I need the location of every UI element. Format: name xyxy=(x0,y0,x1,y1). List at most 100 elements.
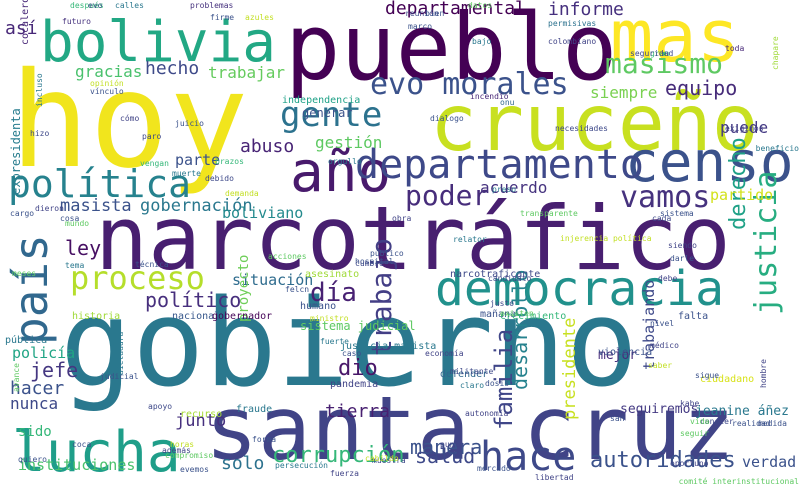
word-140: cumbre xyxy=(355,259,384,268)
word-187: fuerza xyxy=(330,469,359,478)
word-154: economía xyxy=(425,349,464,358)
word-171: conocer xyxy=(700,417,734,426)
word-36: gracias xyxy=(75,62,143,81)
word-179: horas xyxy=(170,440,195,449)
word-34: equipo xyxy=(665,76,738,100)
word-145: debe xyxy=(658,274,678,283)
word-3: narcotráfico xyxy=(95,187,731,290)
word-46: gobernación xyxy=(140,196,253,216)
word-117: paro xyxy=(142,132,162,141)
word-184: cabildo xyxy=(365,454,399,463)
word-115: beneficio xyxy=(755,144,799,153)
word-188: mercado xyxy=(477,464,511,473)
word-50: situación xyxy=(232,271,314,289)
word-29: desarrollo xyxy=(508,269,532,390)
word-149: meses xyxy=(12,269,37,278)
word-192: además xyxy=(162,446,191,455)
word-104: bajo xyxy=(472,37,492,46)
word-102: marco xyxy=(408,22,433,31)
word-38: siempre xyxy=(590,83,658,102)
word-19: hace xyxy=(480,434,577,480)
word-185: evemos xyxy=(180,465,209,474)
word-57: junto xyxy=(175,411,227,431)
word-113: exigimos xyxy=(725,124,764,133)
word-30: corrupción xyxy=(272,443,405,468)
word-105: gran xyxy=(650,49,670,58)
word-120: incluso xyxy=(35,73,44,107)
word-91: cocalero xyxy=(20,0,31,45)
word-31: departamental xyxy=(385,0,526,19)
word-10: democracia xyxy=(435,261,724,317)
word-119: vínculo xyxy=(90,87,124,96)
word-55: policía xyxy=(12,344,76,362)
word-4: pueblo xyxy=(285,0,618,101)
word-8: bolivia xyxy=(40,10,277,75)
word-69: generar xyxy=(302,106,353,120)
word-167: dosis xyxy=(485,379,510,388)
word-61: verdad xyxy=(742,453,797,471)
word-161: hombre xyxy=(759,359,768,388)
word-43: acuerdo xyxy=(480,178,548,197)
word-76: nacional xyxy=(172,311,221,322)
word-191: quiero xyxy=(18,455,47,464)
word-59: salud xyxy=(415,444,476,468)
word-193: firme xyxy=(210,13,235,22)
word-152: fuerte xyxy=(320,337,349,346)
word-70: independencia xyxy=(282,95,361,106)
word-135: sistema xyxy=(660,209,694,218)
word-125: cosa xyxy=(60,214,80,223)
word-178: coca xyxy=(72,440,92,449)
word-174: vida xyxy=(690,417,710,426)
word-51: jefe xyxy=(30,358,79,382)
word-176: oportuno xyxy=(670,459,709,468)
word-166: claro xyxy=(460,381,485,390)
word-139: hospital xyxy=(355,257,394,266)
word-156: existen xyxy=(500,309,534,318)
word-86: defender xyxy=(440,369,489,380)
word-18: proceso xyxy=(70,259,205,297)
word-168: autonomía xyxy=(465,409,509,418)
word-12: año xyxy=(290,140,392,205)
word-129: debido xyxy=(205,174,234,183)
word-22: vamos xyxy=(620,180,711,215)
word-130: orgullo xyxy=(328,157,362,166)
word-99: bien xyxy=(425,9,445,18)
word-53: hacer xyxy=(10,378,65,399)
word-25: día xyxy=(310,278,357,308)
word-183: muestra xyxy=(372,456,406,465)
word-108: opinión xyxy=(90,79,124,88)
word-112: necesidades xyxy=(555,124,608,133)
word-78: gobernador xyxy=(212,311,273,322)
word-63: instituciones xyxy=(18,456,136,474)
word-155: justo xyxy=(490,299,515,308)
word-118: cómo xyxy=(120,114,140,123)
word-128: brazos xyxy=(215,157,244,166)
word-7: mas xyxy=(610,0,741,78)
word-95: calles xyxy=(115,1,144,10)
word-72: sistema judicial xyxy=(300,319,416,333)
word-150: felcn xyxy=(285,285,310,294)
word-141: acciones xyxy=(268,252,307,261)
word-37: trabajar xyxy=(208,63,286,82)
word-94: evo xyxy=(88,1,103,10)
word-81: mañana xyxy=(480,309,517,320)
word-134: transparente xyxy=(520,209,578,218)
word-97: azules xyxy=(245,13,274,22)
word-79: pública xyxy=(5,335,48,346)
word-5: crucеño xyxy=(430,79,759,169)
word-24: poder xyxy=(405,179,490,212)
word-71: expresidenta xyxy=(9,108,23,195)
word-27: derecho xyxy=(726,137,751,230)
word-173: kabe xyxy=(680,399,700,408)
word-180: compromiso xyxy=(165,451,214,460)
word-67: seguiremos xyxy=(620,402,699,417)
word-137: injerencia política xyxy=(560,234,652,243)
word-40: abuso xyxy=(240,136,295,157)
word-169: san xyxy=(610,414,625,423)
word-28: autoridades xyxy=(590,448,736,473)
word-109: incendio xyxy=(470,92,509,101)
word-114: chapare xyxy=(771,36,780,70)
word-92: futuro xyxy=(62,17,91,26)
word-122: vengan xyxy=(140,159,169,168)
word-170: seguir xyxy=(680,429,709,438)
